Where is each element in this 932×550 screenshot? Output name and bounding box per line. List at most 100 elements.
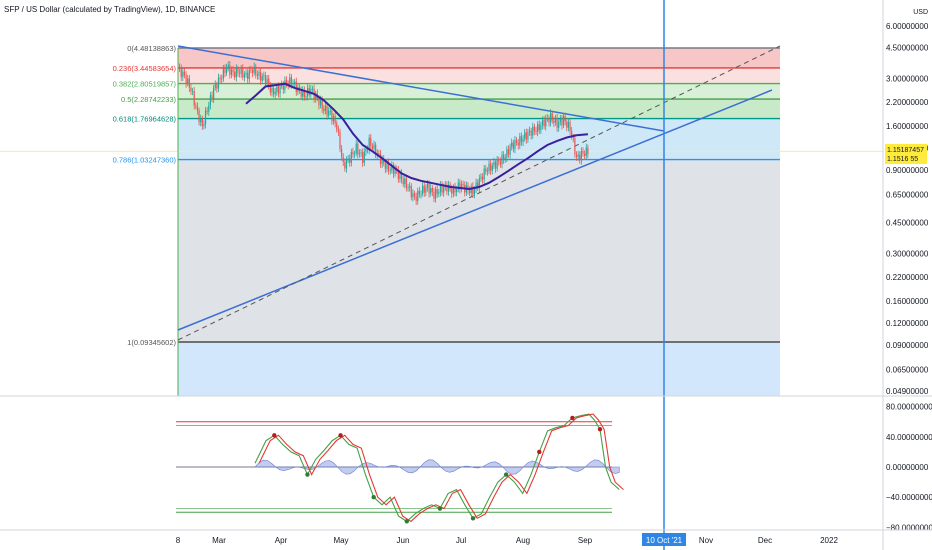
candle-body [310, 88, 312, 95]
cross-dot [597, 427, 603, 432]
candle-body [277, 86, 280, 94]
candle-body [587, 147, 589, 155]
time-tick-label: Nov [699, 536, 713, 545]
candle-body [490, 163, 492, 171]
candle-body [243, 74, 246, 78]
fib-zone-0.618 [178, 118, 780, 160]
candle-body [418, 190, 420, 195]
time-tick-label: Jul [456, 536, 466, 545]
candle-body [559, 118, 561, 123]
candle-body [183, 71, 186, 75]
candle-body [447, 184, 450, 192]
candle-body [284, 79, 286, 90]
candle-body [515, 140, 518, 143]
moving-average [245, 82, 588, 191]
candle-body [331, 110, 333, 122]
price-tick-label: 4.50000000 [886, 44, 929, 53]
candle-body [345, 160, 348, 169]
crosshair-time-box [642, 533, 686, 546]
candle-body [208, 105, 210, 112]
candle-body [540, 125, 542, 131]
candle-body [494, 161, 497, 169]
candle-body [245, 72, 247, 75]
candle-body [339, 131, 341, 149]
candle-body [472, 186, 474, 195]
candle-body [417, 190, 419, 201]
candle-body [298, 86, 301, 90]
fib-label-0.5: 0.5(2.28742233) [121, 95, 177, 104]
candle-body [289, 77, 291, 86]
candle-body [379, 153, 382, 164]
fib-zone-0 [178, 48, 780, 68]
candle-body [564, 116, 566, 122]
candle-body [514, 140, 516, 149]
price-tick-label: 0.45000000 [886, 219, 929, 228]
candle-body [585, 147, 587, 156]
candle-body [384, 163, 386, 169]
candle-body [191, 91, 194, 92]
candle-body [509, 146, 511, 155]
candle-body [420, 193, 422, 195]
candle-body [554, 117, 557, 123]
candle-body [491, 165, 493, 171]
candle-body [577, 154, 579, 157]
candle-body [305, 96, 307, 97]
cross-dot [272, 433, 277, 438]
price-tick-label: 1.60000000 [886, 122, 929, 131]
candle-body [203, 124, 205, 126]
candle-body [269, 85, 271, 93]
candle-body [488, 163, 490, 172]
candle-body [250, 69, 252, 71]
candle-body [281, 84, 283, 87]
oscillator-pane: 80.00000000 40.00000000 0.00000000 −40.0000… [176, 403, 932, 532]
candle-body [370, 137, 372, 147]
candle-body [388, 162, 390, 171]
candle-body [473, 188, 476, 195]
fib-label-0.236: 0.236(3.44583654) [113, 64, 177, 73]
candle-body [258, 71, 260, 77]
candle-body [261, 76, 263, 81]
current-price-sub-label: 1.1516 55 [887, 156, 918, 163]
cross-dot [470, 516, 476, 521]
candle-body [507, 149, 510, 155]
price-tick-label: 6.00000000 [886, 22, 929, 31]
candle-body [407, 187, 409, 189]
time-tick-label: Jun [397, 536, 410, 545]
candle-body [334, 116, 336, 124]
ascending-support-line [177, 89, 773, 331]
fib-zones [178, 48, 780, 396]
candle-body [541, 120, 544, 126]
cross-dot [437, 506, 443, 511]
candle-body [368, 137, 370, 151]
candle-body [496, 160, 498, 169]
candle-body [324, 106, 327, 111]
time-tick-label: Apr [275, 536, 288, 545]
candle-body [238, 73, 241, 74]
candle-body [546, 118, 548, 119]
chart-title: SFP / US Dollar (calculated by TradingVi… [4, 5, 216, 14]
candle-body [240, 68, 242, 74]
price-tick-label: 0.06500000 [886, 366, 929, 375]
time-tick-label: May [333, 536, 348, 545]
candle-body [373, 144, 375, 149]
candle-body [206, 110, 208, 112]
current-price-box [885, 144, 927, 164]
candle-body [543, 120, 545, 127]
candle-body [566, 121, 568, 128]
candle-body [216, 84, 218, 89]
candle-body [294, 81, 296, 84]
candle-body [431, 188, 433, 192]
price-tick-label: 0.30000000 [886, 249, 929, 258]
candle-body [279, 86, 281, 94]
candle-body [480, 176, 482, 179]
candle-body [397, 169, 399, 180]
osc-tick-label: 80.00000000 [886, 403, 932, 412]
candle-body [363, 151, 365, 163]
candle-body [234, 72, 236, 78]
descending-resistance-line [177, 45, 665, 132]
candle-body [451, 188, 453, 194]
candle-body [217, 77, 220, 89]
candle-body [553, 120, 555, 123]
candle-body [456, 189, 458, 193]
